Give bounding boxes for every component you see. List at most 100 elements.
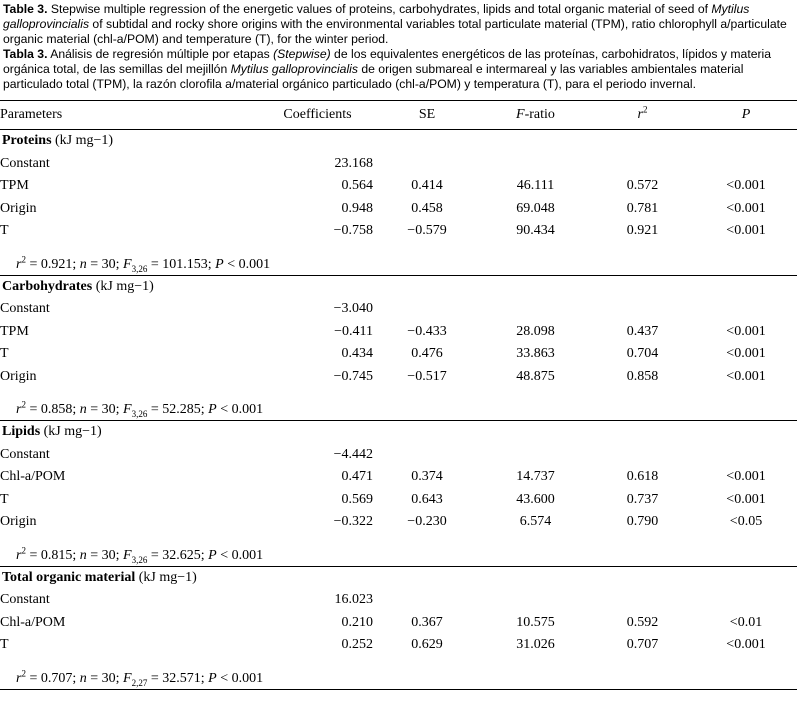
cell-r2: 0.437 bbox=[626, 323, 659, 339]
cell-coefficient: 0.569 bbox=[341, 491, 374, 507]
cell-empty bbox=[373, 153, 481, 176]
table-row: Origin −0.322 −0.230 6.574 0.790 <0.05 bbox=[0, 511, 797, 534]
cell-empty bbox=[590, 444, 695, 467]
cell-f-ratio: 46.111 bbox=[516, 178, 555, 194]
section-title: Carbohydrates (kJ mg−1) bbox=[0, 275, 797, 298]
cell-r2: 0.572 bbox=[626, 178, 659, 194]
row-label: T bbox=[0, 346, 9, 362]
caption-spanish: Tabla 3. Análisis de regresión múltiple … bbox=[3, 47, 795, 92]
cell-r2: 0.790 bbox=[626, 514, 659, 530]
row-label: TPM bbox=[0, 178, 29, 194]
cell-empty bbox=[590, 589, 695, 612]
cell-coefficient: 0.471 bbox=[341, 469, 374, 485]
cell-f-ratio: 6.574 bbox=[519, 514, 552, 530]
cell-p: <0.001 bbox=[726, 223, 766, 239]
cell-empty bbox=[590, 298, 695, 321]
cell-coefficient: −4.442 bbox=[333, 446, 373, 462]
cell-empty bbox=[373, 298, 481, 321]
model-stats: r2 = 0.815; n = 30; F3,26 = 32.625; P < … bbox=[0, 533, 797, 567]
cell-f-ratio: 33.863 bbox=[516, 346, 555, 362]
row-label: T bbox=[0, 637, 9, 653]
table-row: Origin 0.948 0.458 69.048 0.781 <0.001 bbox=[0, 198, 797, 221]
constant-row: Constant 16.023 bbox=[0, 589, 797, 612]
table-caption: Table 3. Stepwise multiple regression of… bbox=[0, 0, 797, 92]
table-row: T −0.758 −0.579 90.434 0.921 <0.001 bbox=[0, 220, 797, 243]
cell-coefficient: 16.023 bbox=[334, 592, 374, 608]
cell-r2: 0.618 bbox=[626, 469, 659, 485]
cell-p: <0.001 bbox=[726, 368, 766, 384]
header-parameters: Parameters bbox=[0, 100, 262, 130]
section-title: Lipids (kJ mg−1) bbox=[0, 421, 797, 444]
section-unit: (kJ mg−1) bbox=[92, 278, 154, 294]
cell-empty bbox=[695, 153, 797, 176]
cell-coefficient: −3.040 bbox=[333, 301, 373, 317]
header-se: SE bbox=[373, 100, 481, 130]
cell-r2: 0.781 bbox=[626, 200, 659, 216]
cell-se: −0.230 bbox=[407, 514, 447, 530]
cell-r2: 0.592 bbox=[626, 614, 659, 630]
header-r2: r2 bbox=[590, 100, 695, 130]
model-stats-row: r2 = 0.707; n = 30; F2,27 = 32.571; P < … bbox=[0, 656, 797, 690]
cell-f-ratio: 90.434 bbox=[516, 223, 555, 239]
row-label: Chl-a/POM bbox=[0, 469, 66, 485]
table-header-row: Parameters Coefficients SE F-ratio r2 P bbox=[0, 100, 797, 130]
section-unit: (kJ mg−1) bbox=[51, 133, 114, 149]
section-title-row: Total organic material (kJ mg−1) bbox=[0, 566, 797, 589]
cell-p: <0.001 bbox=[726, 491, 766, 507]
model-stats-row: r2 = 0.815; n = 30; F3,26 = 32.625; P < … bbox=[0, 533, 797, 567]
table-row: TPM 0.564 0.414 46.111 0.572 <0.001 bbox=[0, 175, 797, 198]
model-stats-text: r2 = 0.815; n = 30; F3,26 = 32.625; P < … bbox=[16, 544, 264, 565]
header-coefficients: Coefficients bbox=[262, 100, 373, 130]
cell-empty bbox=[481, 298, 590, 321]
section-name: Carbohydrates bbox=[2, 278, 93, 294]
section-title-row: Carbohydrates (kJ mg−1) bbox=[0, 275, 797, 298]
cell-se: 0.476 bbox=[411, 346, 443, 362]
cell-r2: 0.921 bbox=[626, 223, 659, 239]
row-label: Origin bbox=[0, 514, 37, 530]
header-p: P bbox=[695, 100, 797, 130]
cell-coefficient: 0.252 bbox=[341, 637, 374, 653]
cell-se: 0.367 bbox=[411, 614, 443, 630]
cell-p: <0.001 bbox=[726, 178, 766, 194]
section-name: Lipids bbox=[2, 424, 41, 440]
caption-en-text: Stepwise multiple regression of the ener… bbox=[3, 2, 787, 46]
cell-empty bbox=[481, 589, 590, 612]
cell-empty bbox=[481, 153, 590, 176]
cell-empty bbox=[373, 589, 481, 612]
caption-es-text: Análisis de regresión múltiple por etapa… bbox=[3, 47, 772, 91]
cell-f-ratio: 69.048 bbox=[516, 200, 555, 216]
cell-r2: 0.704 bbox=[626, 346, 659, 362]
table-body: Proteins (kJ mg−1) Constant 23.168 TPM 0.564… bbox=[0, 130, 797, 690]
cell-r2: 0.707 bbox=[626, 637, 659, 653]
section-name: Proteins bbox=[2, 133, 52, 149]
cell-coefficient: 0.948 bbox=[341, 200, 374, 216]
cell-se: 0.643 bbox=[411, 491, 443, 507]
section-name: Total organic material bbox=[2, 569, 136, 585]
cell-p: <0.001 bbox=[726, 200, 766, 216]
cell-f-ratio: 43.600 bbox=[516, 491, 555, 507]
row-label: T bbox=[0, 491, 9, 507]
cell-empty bbox=[695, 444, 797, 467]
table-row: Origin −0.745 −0.517 48.875 0.858 <0.001 bbox=[0, 366, 797, 389]
row-label: Origin bbox=[0, 368, 37, 384]
cell-f-ratio: 31.026 bbox=[516, 637, 555, 653]
cell-coefficient: 0.434 bbox=[341, 346, 374, 362]
cell-se: −0.579 bbox=[407, 223, 447, 239]
section-unit: (kJ mg−1) bbox=[40, 424, 102, 440]
cell-f-ratio: 48.875 bbox=[516, 368, 555, 384]
cell-r2: 0.737 bbox=[626, 491, 659, 507]
table-row: Chl-a/POM 0.471 0.374 14.737 0.618 <0.001 bbox=[0, 466, 797, 489]
cell-empty bbox=[695, 298, 797, 321]
model-stats-text: r2 = 0.921; n = 30; F3,26 = 101.153; P <… bbox=[16, 253, 271, 274]
section-title: Total organic material (kJ mg−1) bbox=[0, 566, 797, 589]
table-row: TPM −0.411 −0.433 28.098 0.437 <0.001 bbox=[0, 321, 797, 344]
cell-coefficient: 0.210 bbox=[341, 614, 374, 630]
section-unit: (kJ mg−1) bbox=[135, 569, 197, 585]
constant-row: Constant −3.040 bbox=[0, 298, 797, 321]
cell-r2: 0.858 bbox=[626, 368, 659, 384]
row-label: T bbox=[0, 223, 9, 239]
regression-table: Parameters Coefficients SE F-ratio r2 P … bbox=[0, 100, 797, 690]
row-label: Chl-a/POM bbox=[0, 614, 66, 630]
table-row: T 0.252 0.629 31.026 0.707 <0.001 bbox=[0, 634, 797, 657]
cell-coefficient: −0.322 bbox=[333, 514, 373, 530]
